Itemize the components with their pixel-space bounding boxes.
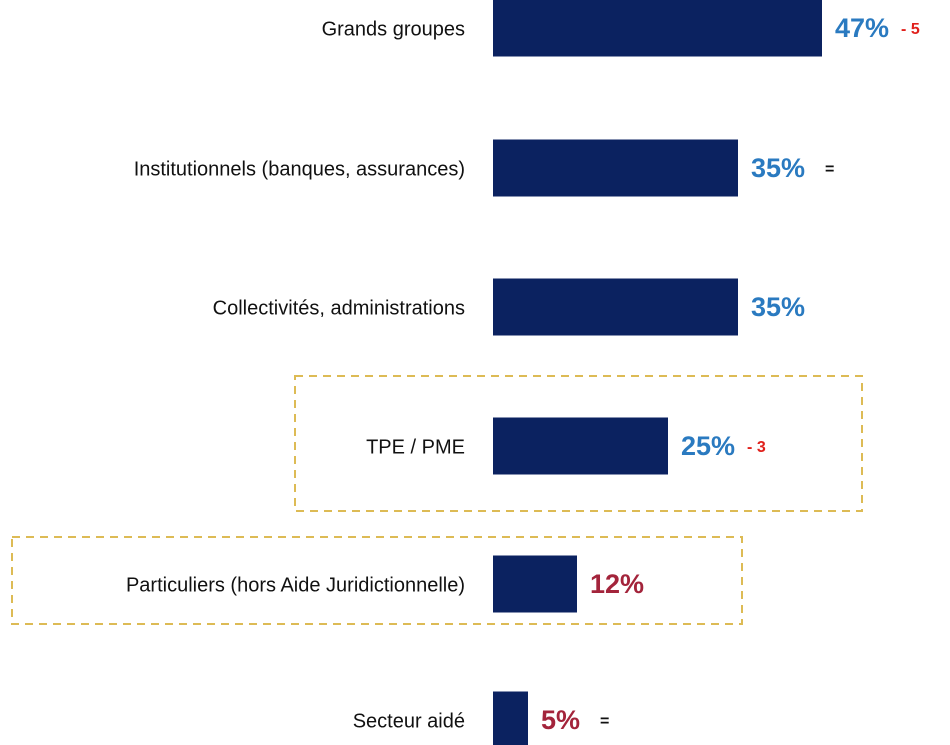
value-label: 35%: [751, 292, 805, 322]
bar: [493, 555, 577, 613]
value-label: 25%: [681, 431, 735, 461]
category-label: Particuliers (hors Aide Juridictionnelle…: [126, 574, 465, 596]
category-label: Collectivités, administrations: [213, 297, 465, 319]
bar: [493, 0, 822, 57]
value-label: 35%: [751, 153, 805, 183]
bar: [493, 278, 738, 336]
change-label: =: [825, 161, 834, 178]
category-label: Institutionnels (banques, assurances): [134, 158, 465, 180]
category-label: Grands groupes: [322, 18, 465, 40]
change-label: - 5: [901, 21, 920, 38]
change-label: - 3: [747, 439, 766, 456]
highlight-box: [11, 536, 743, 625]
bar: [493, 139, 738, 197]
change-label: =: [600, 713, 609, 730]
value-label: 5%: [541, 705, 580, 735]
category-label: Secteur aidé: [353, 710, 465, 732]
highlight-box: [294, 375, 863, 512]
category-label: TPE / PME: [366, 436, 465, 458]
bar: [493, 417, 668, 475]
value-label: 47%: [835, 13, 889, 43]
bar: [493, 691, 528, 745]
value-label: 12%: [590, 569, 644, 599]
